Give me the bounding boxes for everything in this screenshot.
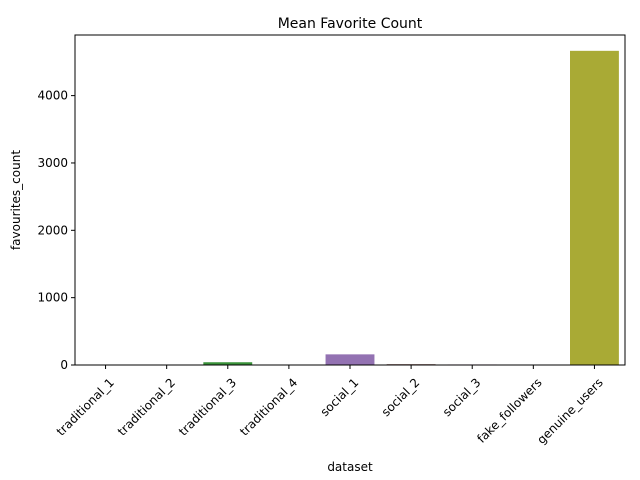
x-tick-label: social_1 [318, 375, 362, 419]
bar-traditional_3 [203, 362, 253, 365]
x-axis-label: dataset [327, 460, 373, 474]
x-tick-label: fake_followers [474, 375, 544, 445]
x-tick-label: traditional_2 [115, 375, 178, 438]
x-tick-label: social_2 [379, 375, 423, 419]
y-tick-label: 4000 [37, 89, 68, 103]
plot-frame [74, 34, 626, 366]
bar-social_1 [325, 354, 375, 365]
y-tick-label: 1000 [37, 291, 68, 305]
x-tick-label: traditional_4 [237, 375, 300, 438]
y-tick-label: 2000 [37, 223, 68, 237]
x-tick-label: social_3 [440, 375, 484, 419]
x-tick-label: traditional_1 [54, 375, 117, 438]
y-tick-label: 0 [60, 358, 68, 372]
x-tick-label: traditional_3 [176, 375, 239, 438]
chart-title: Mean Favorite Count [278, 16, 423, 32]
bar-genuine_users [570, 50, 619, 365]
y-axis-label: favourites_count [9, 150, 23, 250]
x-tick-label: genuine_users [534, 375, 605, 446]
y-tick-label: 3000 [37, 156, 68, 170]
